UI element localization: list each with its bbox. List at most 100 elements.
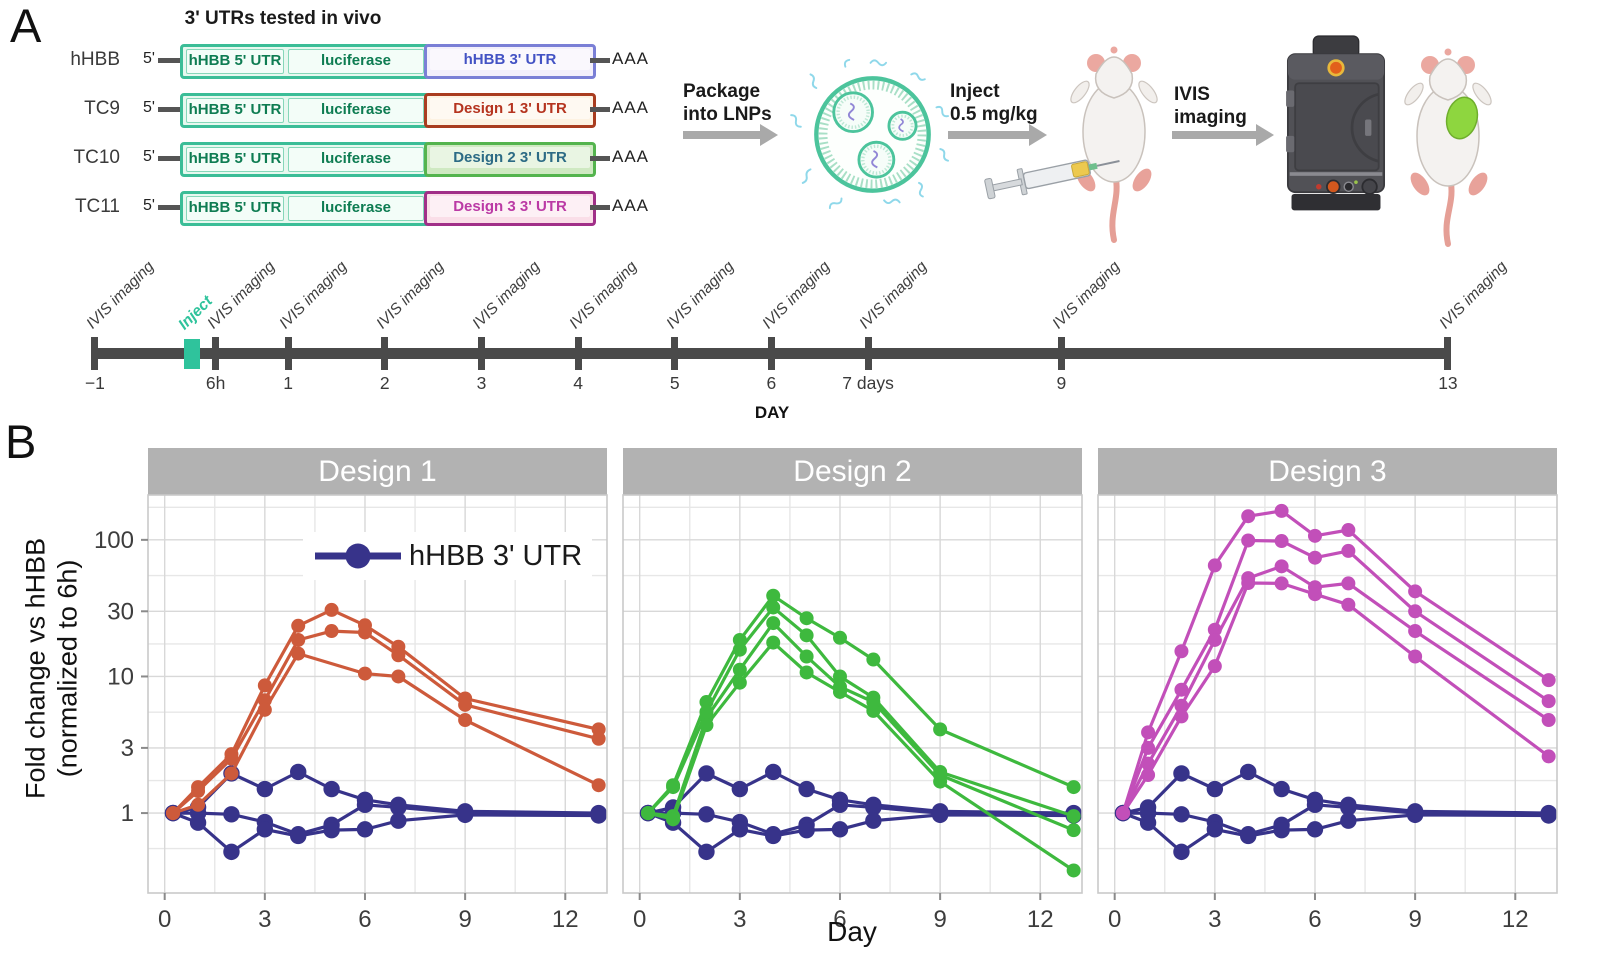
backbone-stub-left [158,156,180,161]
data-point [591,731,606,746]
y-axis-title-line2: (normalized to 6h) [53,559,83,778]
mouse-body [1070,46,1158,243]
data-point [1274,576,1289,591]
data-point [356,796,374,813]
data-point [458,713,473,728]
five-prime-label: 5' [143,50,155,67]
ivis-imaging-label: IVIS imaging [203,258,279,333]
segment-luciferase: luciferase [288,147,424,172]
construct-name: TC9 [84,98,120,119]
ivis-power-button [1327,59,1345,77]
data-point [832,684,847,699]
chart-plot-3: 0 3 6 9 12 [1097,494,1558,933]
flow-step-package-line2: into LNPs [683,104,772,126]
data-point [1408,584,1423,599]
data-point [391,648,406,663]
plot-border [622,494,1083,894]
segment-luciferase: luciferase [288,196,424,221]
lnp-peg-squiggles [790,58,950,210]
backbone-stub-left [158,107,180,112]
data-point [766,600,781,615]
series-line-design-3-mouse-4 [1121,581,1550,814]
data-point [698,806,715,823]
data-point [1139,814,1157,831]
mouse-front-paw [1070,80,1090,104]
y-axis-title: Fold change vs hHBB (normalized to 6h) [20,458,85,878]
mouse-tail [1109,171,1120,243]
backbone-stub-right [590,205,610,210]
data-point [224,751,239,766]
five-prime-label: 5' [143,99,155,116]
data-point [189,814,207,831]
chart-panel-3: Design 3 0 3 6 9 12 [1097,448,1558,933]
timeline-tick [477,337,485,370]
flow-step-package-line1: Package [683,81,761,102]
segment-3utr: Design 1 3' UTR [424,93,596,128]
ivis-indicator-light [1316,184,1322,190]
segment-3utr-label: hHBB 3' UTR [430,49,590,70]
data-point [1207,632,1222,647]
series-line-hhbb-3-utr-mouse-2 [1123,803,1549,836]
data-point [1173,806,1190,823]
backbone-stub-right [590,107,610,112]
series-line-design-3-mouse-2 [1121,538,1550,814]
data-point [1116,806,1131,821]
data-point [1141,725,1156,740]
timeline-tick [767,337,775,370]
data-point [591,778,606,793]
data-point [799,628,814,643]
data-point [291,632,306,647]
data-point [191,797,206,812]
ivis-imaging-label: IVIS imaging [1436,258,1511,333]
five-prime-label: 5' [143,148,155,165]
data-point [356,821,374,838]
data-point [731,780,749,798]
mrna-squiggle [847,102,855,121]
lnp-vesicle-3 [857,140,896,179]
ivis-imaging-label: IVIS imaging [83,258,158,333]
ivis-imaging-label: IVIS imaging [759,258,834,333]
data-point [1408,604,1423,619]
data-point [1206,821,1224,838]
lnp-vesicle-1 [832,91,874,134]
timeline-tick-label: 4 [573,373,583,393]
x-tick-label: 6 [1308,906,1321,933]
series-line-hhbb-3-utr-mouse-2 [173,803,599,836]
legend-dot [345,543,371,569]
data-point [666,780,681,795]
data-point [1241,576,1256,591]
chart-panel-1: Design 1 0 3 6 9 12 1 3 10 30 100 [94,448,608,933]
x-tick-label: 6 [833,906,846,933]
data-point [1066,863,1081,878]
timeline-tick [574,337,582,370]
data-point [1541,713,1556,728]
ivis-imaging-label: IVIS imaging [469,258,544,333]
data-point [1206,780,1224,798]
timeline-tick-label: 5 [669,373,680,393]
data-point [731,821,749,838]
data-point [1341,543,1356,558]
data-point [1174,709,1189,724]
data-point [256,780,274,798]
data-point [290,827,307,845]
segment-5utr: hHBB 5' UTR [186,147,284,172]
data-point [1207,659,1222,674]
data-point [1241,533,1256,548]
chart-panel-title: Design 2 [623,448,1082,495]
data-point [590,807,607,824]
ivis-hinge [1286,90,1295,107]
construct-row-tc11: TC11 5' hHBB 5' UTR luciferase Design 3 3' U… [0,191,700,226]
ivis-hinge [1286,135,1295,153]
segment-luciferase: luciferase [288,98,424,123]
data-point [1240,827,1257,845]
data-point [1274,559,1289,574]
x-tick-label: 9 [458,906,471,933]
mouse-head [1428,58,1468,101]
segment-5utr: hHBB 5' UTR [186,49,284,74]
series-line-design-1-mouse-1 [171,608,600,815]
data-point [766,635,781,650]
data-point [324,602,339,617]
data-point [1141,767,1156,782]
ivis-base [1291,193,1381,211]
